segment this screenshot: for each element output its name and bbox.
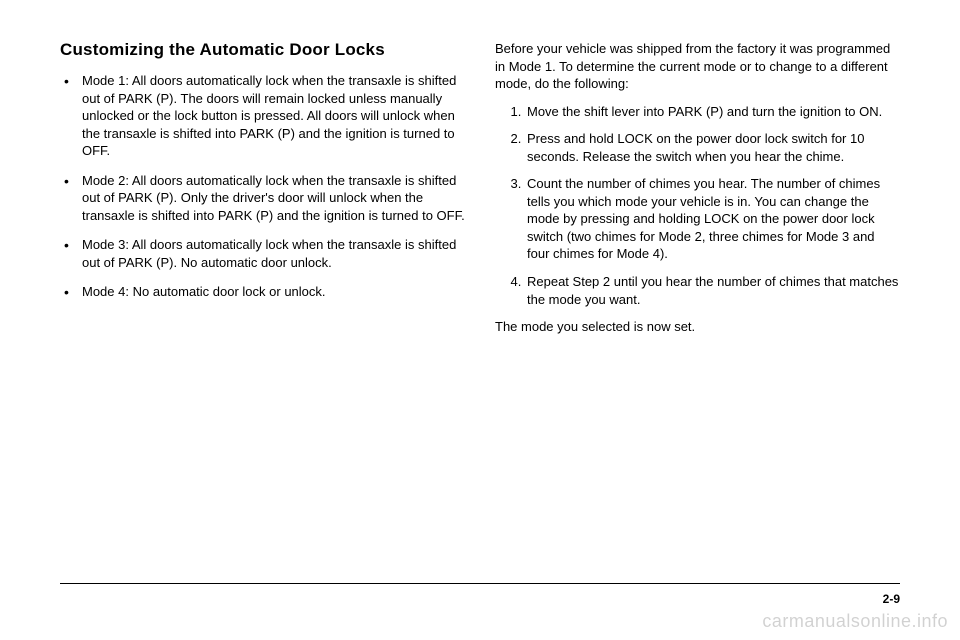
list-item: Mode 1: All doors automatically lock whe… <box>78 72 465 160</box>
manual-page: Customizing the Automatic Door Locks Mod… <box>0 0 960 640</box>
left-column: Customizing the Automatic Door Locks Mod… <box>60 40 465 336</box>
list-item: Count the number of chimes you hear. The… <box>525 175 900 263</box>
list-item: Mode 2: All doors automatically lock whe… <box>78 172 465 225</box>
page-number: 2-9 <box>883 592 900 606</box>
footer-rule <box>60 583 900 584</box>
watermark-text: carmanualsonline.info <box>762 611 948 632</box>
list-item: Move the shift lever into PARK (P) and t… <box>525 103 900 121</box>
right-column: Before your vehicle was shipped from the… <box>495 40 900 336</box>
list-item: Mode 4: No automatic door lock or unlock… <box>78 283 465 301</box>
list-item: Mode 3: All doors automatically lock whe… <box>78 236 465 271</box>
closing-paragraph: The mode you selected is now set. <box>495 318 900 336</box>
lead-paragraph: Before your vehicle was shipped from the… <box>495 40 900 93</box>
mode-list: Mode 1: All doors automatically lock whe… <box>60 72 465 301</box>
steps-list: Move the shift lever into PARK (P) and t… <box>495 103 900 308</box>
list-item: Repeat Step 2 until you hear the number … <box>525 273 900 308</box>
list-item: Press and hold LOCK on the power door lo… <box>525 130 900 165</box>
two-column-layout: Customizing the Automatic Door Locks Mod… <box>60 40 900 336</box>
section-heading: Customizing the Automatic Door Locks <box>60 40 465 60</box>
